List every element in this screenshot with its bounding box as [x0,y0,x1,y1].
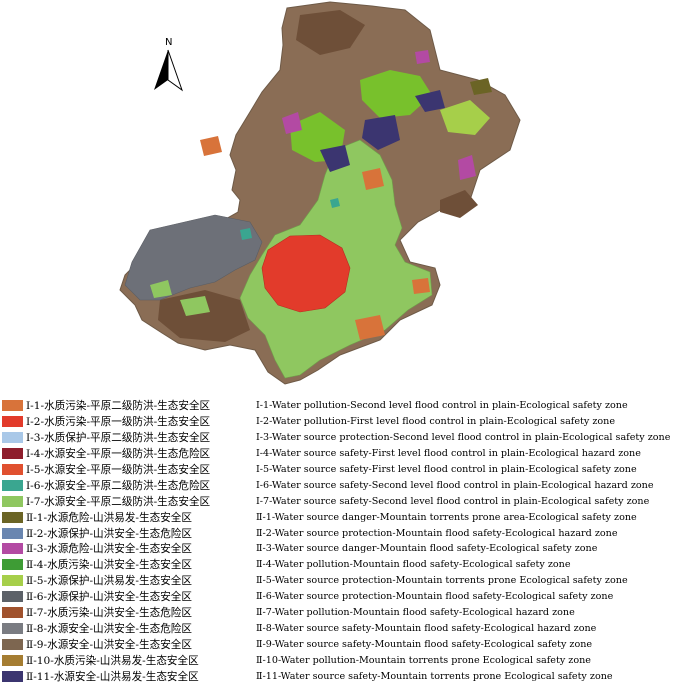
zone-orange-1 [200,136,222,156]
legend-swatch [2,479,23,491]
north-label: N [165,37,172,48]
legend-label-cn: Ⅱ-2-水源保护-山洪安全-生态危险区 [26,527,192,540]
legend-swatch [2,575,23,587]
legend-label-en: Ⅰ-1-Water pollution-Second level flood c… [256,400,628,412]
legend-label-en: Ⅱ-1-Water source danger-Mountain torrent… [256,511,637,523]
zone-olive-1 [470,78,492,95]
legend-label-en: Ⅱ-7-Water pollution-Mountain flood safet… [256,607,575,619]
legend: Ⅰ-1-水质污染-平原二级防洪-生态安全区 Ⅰ-1-Water pollution… [2,398,698,684]
legend-item: Ⅱ-3-水源危险-山洪安全-生态安全区 Ⅱ-3-Water source dang… [2,541,698,557]
zone-teal-1 [240,228,252,240]
legend-item: Ⅰ-6-水源安全-平原二级防洪-生态危险区 Ⅰ-6-Water source sa… [2,477,698,493]
legend-label-en: Ⅰ-4-Water source safety-First level floo… [256,448,641,460]
legend-label-en: Ⅰ-2-Water pollution-First level flood co… [256,416,616,428]
zone-navy-3 [415,90,445,112]
legend-label-cn: Ⅱ-3-水源危险-山洪安全-生态安全区 [26,543,192,556]
legend-item: Ⅱ-5-水源保护-山洪易发-生态安全区 Ⅱ-5-Water source prot… [2,573,698,589]
zone-dark-brown-east [440,190,478,218]
zone-bright-green-north [360,70,432,118]
legend-item: Ⅰ-3-水质保护-平原二级防洪-生态安全区 Ⅰ-3-Water source pr… [2,430,698,446]
legend-item: Ⅱ-7-水质污染-山洪安全-生态危险区 Ⅱ-7-Water pollution-M… [2,605,698,621]
legend-label-cn: Ⅱ-7-水质污染-山洪安全-生态危险区 [26,607,192,620]
zone-urban-red [261,234,351,313]
zone-magenta-1 [282,112,302,134]
legend-label-en: Ⅰ-6-Water source safety-Second level flo… [256,479,654,491]
legend-label-cn: Ⅰ-6-水源安全-平原二级防洪-生态危险区 [26,479,211,492]
zone-navy-2 [320,145,350,172]
legend-item: Ⅱ-8-水源安全-山洪安全-生态危险区 Ⅱ-8-Water source safe… [2,620,698,636]
legend-swatch [2,670,23,682]
legend-swatch [2,432,23,444]
legend-swatch [2,543,23,555]
zone-orange-2 [362,168,384,190]
legend-swatch [2,511,23,523]
legend-swatch [2,464,23,475]
legend-label-cn: Ⅱ-6-水源保护-山洪安全-生态安全区 [26,591,192,604]
legend-item: Ⅱ-9-水源安全-山洪安全-生态安全区 Ⅱ-9-Water source safe… [2,636,698,652]
zone-light-green-sw [180,296,210,316]
legend-label-en: Ⅰ-7-Water source safety-Second level flo… [256,495,650,507]
legend-item: Ⅱ-10-水质污染-山洪易发-生态安全区 Ⅱ-10-Water pollution… [2,652,698,668]
north-arrow-icon: N [154,37,183,92]
legend-label-en: Ⅱ-10-Water pollution-Mountain torrents p… [256,654,591,666]
legend-swatch [2,400,23,412]
legend-label-en: Ⅱ-9-Water source safety-Mountain flood s… [256,638,593,650]
legend-label-en: Ⅰ-3-Water source protection-Second level… [256,432,671,444]
legend-label-cn: Ⅱ-4-水质污染-山洪安全-生态安全区 [26,559,192,572]
legend-label-cn: Ⅰ-7-水源安全-平原二级防洪-生态安全区 [26,495,211,508]
legend-item: Ⅱ-1-水源危险-山洪易发-生态安全区 Ⅱ-1-Water source dang… [2,509,698,525]
zone-dark-brown-sw [158,290,250,342]
legend-label-cn: Ⅱ-1-水源危险-山洪易发-生态安全区 [26,511,192,524]
zone-orange-3 [355,315,385,340]
zone-navy-1 [362,115,400,150]
legend-item: Ⅰ-4-水源安全-平原一级防洪-生态危险区 Ⅰ-4-Water source sa… [2,446,698,462]
legend-label-cn: Ⅰ-1-水质污染-平原二级防洪-生态安全区 [26,400,211,413]
legend-label-en: Ⅱ-6-Water source protection-Mountain flo… [256,591,614,603]
zone-bright-green-east [440,100,490,135]
legend-label-cn: Ⅱ-5-水源保护-山洪易发-生态安全区 [26,575,192,588]
legend-item: Ⅱ-2-水源保护-山洪安全-生态危险区 Ⅱ-2-Water source prot… [2,525,698,541]
zoning-map: N [119,1,521,385]
legend-swatch [2,416,23,428]
zone-gray-west [124,214,263,301]
legend-label-cn: Ⅱ-9-水源安全-山洪安全-生态安全区 [26,638,192,651]
legend-swatch [2,448,23,460]
legend-label-cn: Ⅱ-8-水源安全-山洪安全-生态危险区 [26,622,192,635]
legend-item: Ⅰ-2-水质污染-平原一级防洪-生态安全区 Ⅰ-2-Water pollution… [2,414,698,430]
legend-item: Ⅱ-4-水质污染-山洪安全-生态安全区 Ⅱ-4-Water pollution-M… [2,557,698,573]
legend-label-cn: Ⅰ-2-水质污染-平原一级防洪-生态安全区 [26,416,211,429]
legend-item: Ⅰ-7-水源安全-平原二级防洪-生态安全区 Ⅰ-7-Water source sa… [2,493,698,509]
zone-dark-brown-north [296,10,365,55]
legend-label-en: Ⅱ-8-Water source safety-Mountain flood s… [256,622,597,634]
legend-label-en: Ⅱ-5-Water source protection-Mountain tor… [256,575,628,587]
legend-label-cn: Ⅰ-5-水源安全-平原一级防洪-生态安全区 [26,464,211,476]
legend-label-en: Ⅱ-3-Water source danger-Mountain flood s… [256,543,598,555]
legend-label-cn: Ⅰ-4-水源安全-平原一级防洪-生态危险区 [26,448,211,461]
legend-label-cn: Ⅱ-10-水质污染-山洪易发-生态安全区 [26,654,199,667]
legend-label-cn: Ⅰ-3-水质保护-平原二级防洪-生态安全区 [26,432,211,445]
legend-item: Ⅰ-1-水质污染-平原二级防洪-生态安全区 Ⅰ-1-Water pollution… [2,398,698,414]
legend-swatch [2,654,23,666]
legend-label-en: Ⅱ-2-Water source protection-Mountain flo… [256,527,618,539]
legend-label-en: Ⅰ-5-Water source safety-First level floo… [256,464,637,475]
zone-magenta-3 [415,50,430,64]
zone-light-green-w [150,280,172,298]
legend-swatch [2,638,23,650]
legend-label-en: Ⅱ-4-Water pollution-Mountain flood safet… [256,559,571,571]
legend-item: Ⅰ-5-水源安全-平原一级防洪-生态安全区 Ⅰ-5-Water source sa… [2,462,698,478]
legend-item: Ⅱ-6-水源保护-山洪安全-生态安全区 Ⅱ-6-Water source prot… [2,589,698,605]
legend-swatch [2,495,23,507]
legend-swatch [2,622,23,634]
zone-magenta-2 [458,155,476,180]
legend-swatch [2,527,23,539]
zone-teal-2 [330,198,340,208]
legend-label-en: Ⅱ-11-Water source safety-Mountain torren… [256,670,613,682]
zone-orange-4 [412,278,430,294]
legend-swatch [2,559,23,571]
legend-swatch [2,607,23,619]
legend-swatch [2,591,23,603]
